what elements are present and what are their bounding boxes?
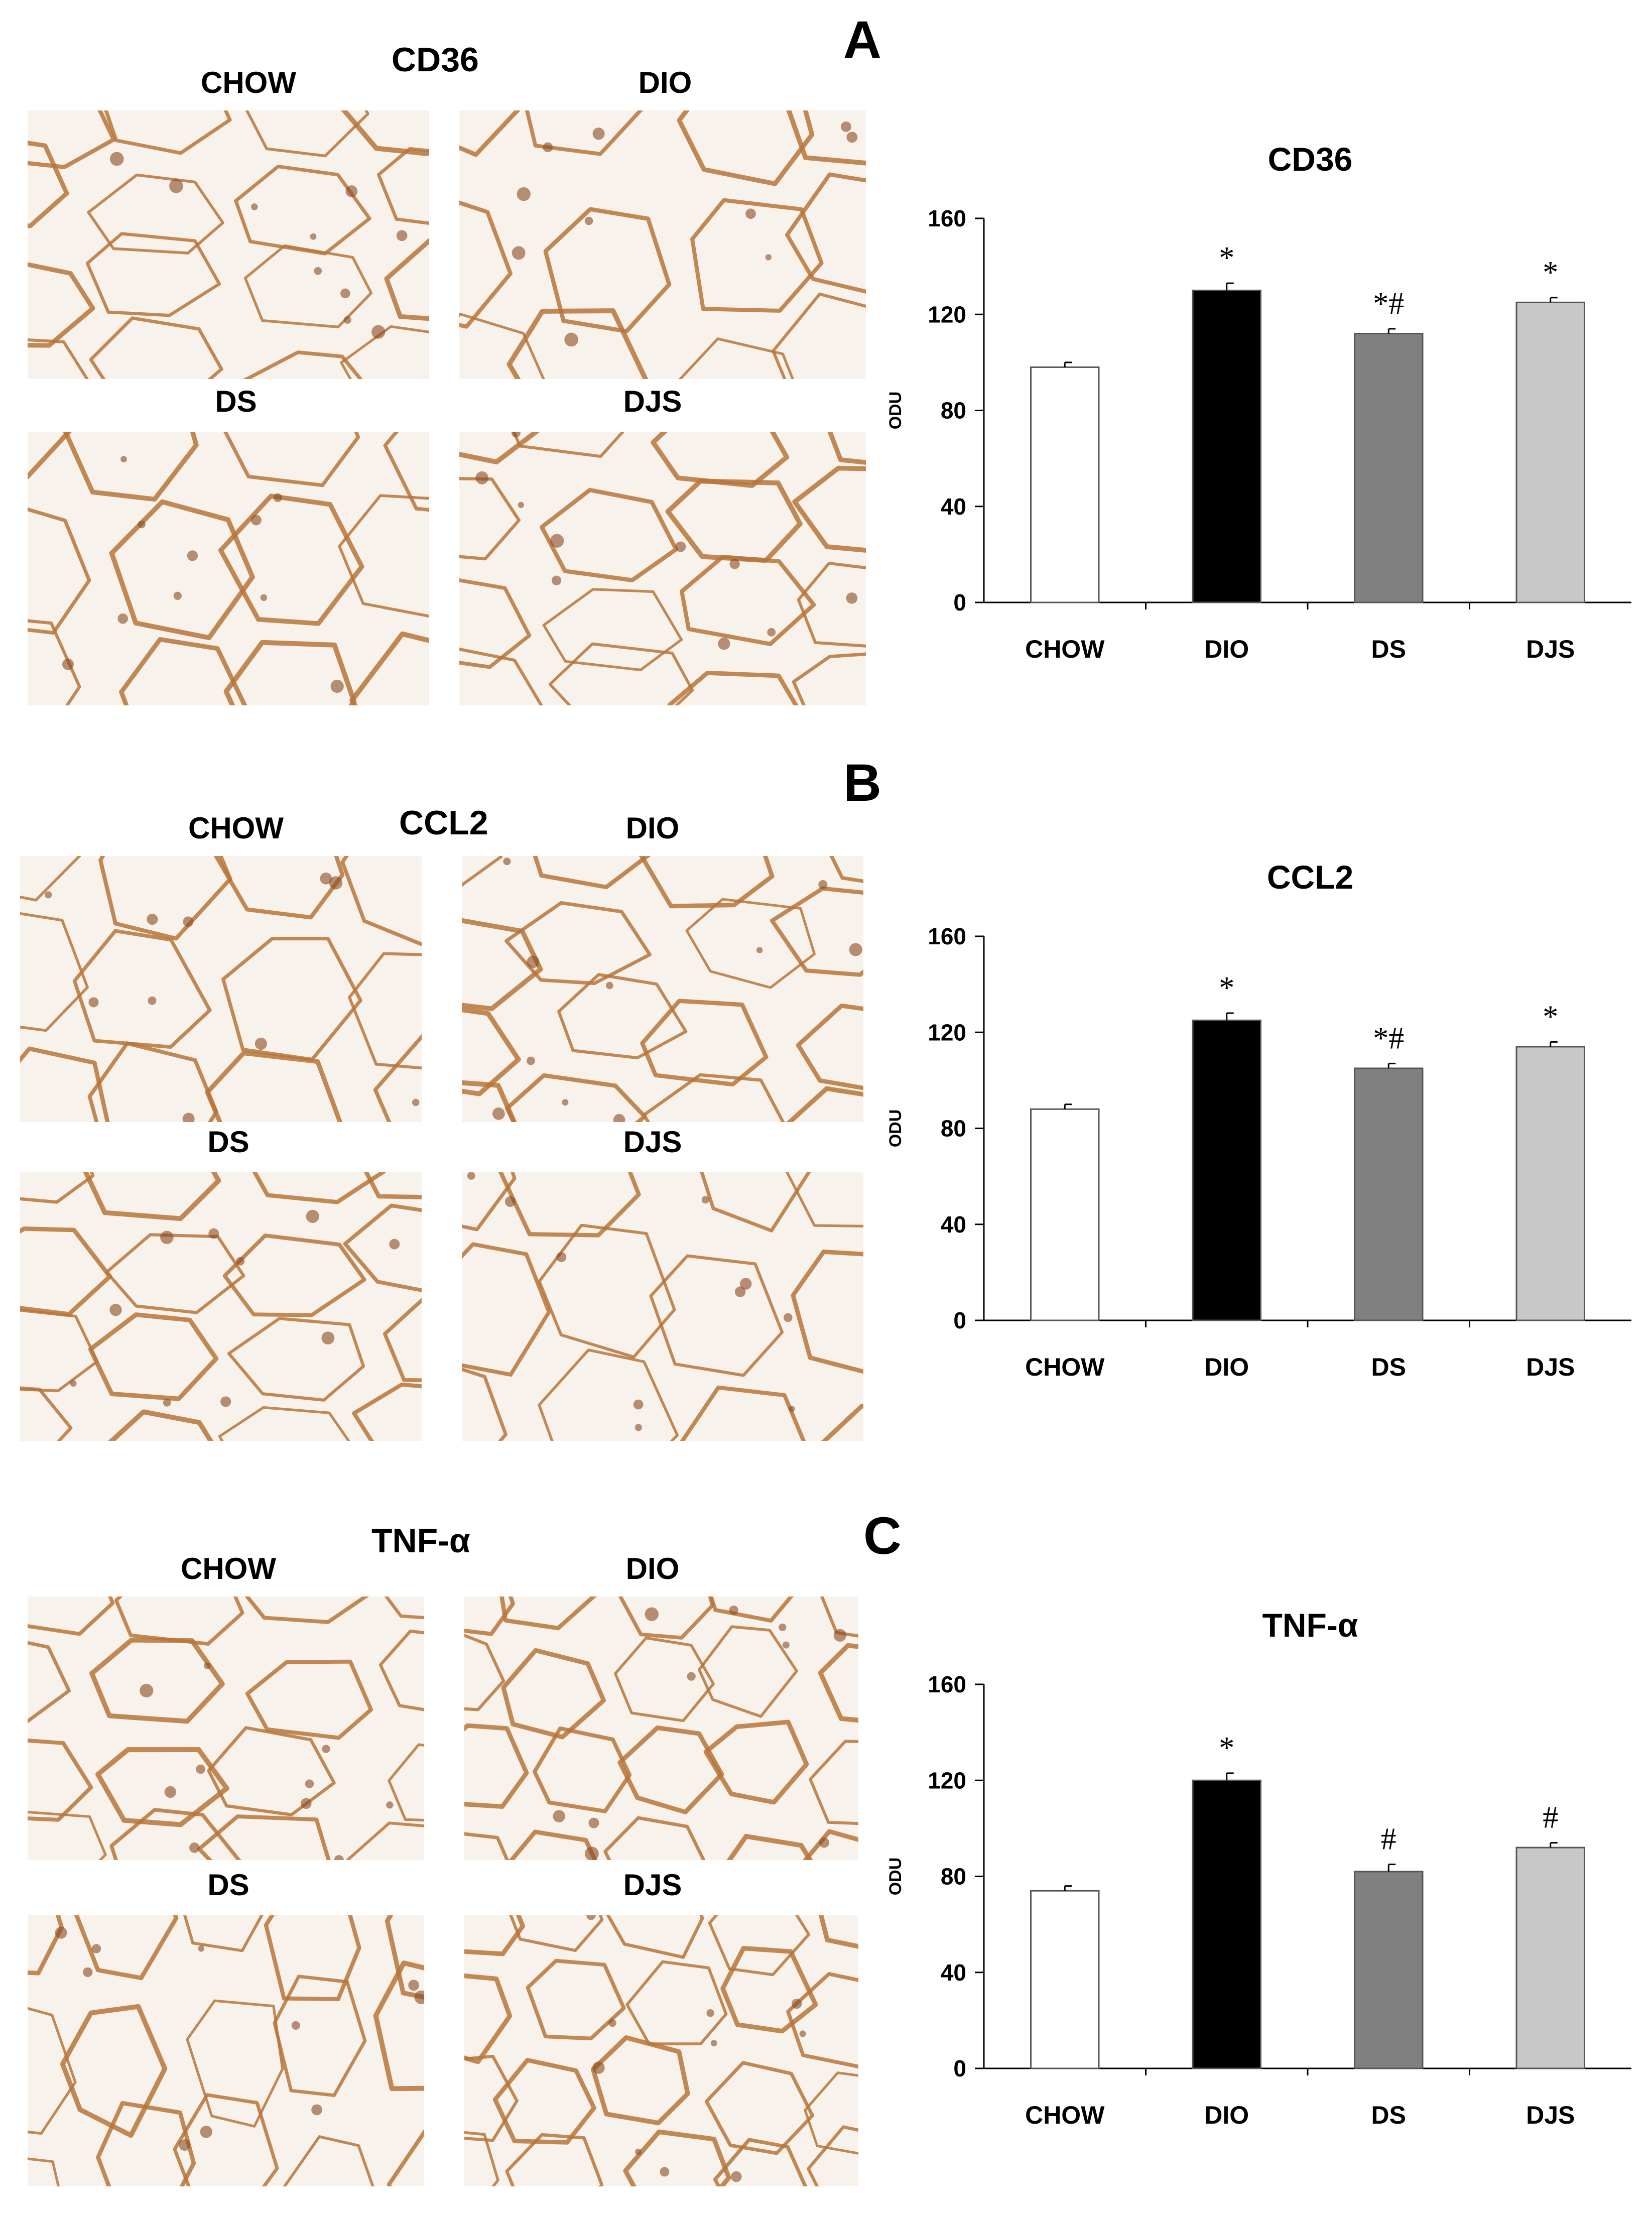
group-label: DJS: [623, 1868, 682, 1902]
chart-svg: CCL2 ODU 0 40 80 120 160 CHOW DIO * DS *# DJS *: [886, 858, 1631, 1381]
bar-ds: [1354, 1067, 1424, 1321]
bar-chart: TNF-α ODU 0 40 80 120 160 CHOW DIO * DS # DJS #: [848, 1586, 1652, 2139]
group-label: DIO: [625, 811, 680, 845]
significance-marker: *: [1219, 971, 1234, 1005]
group-label: DJS: [623, 1125, 682, 1159]
group-label: DS: [207, 1868, 249, 1902]
stain-title: CD36: [392, 41, 479, 79]
y-axis-label: ODU: [886, 392, 905, 430]
chart-title: TNF-α: [1262, 1607, 1358, 1644]
micrograph-djs: [464, 1915, 858, 2186]
group-label: CHOW: [181, 1552, 276, 1585]
significance-marker: #: [1543, 1801, 1558, 1835]
chart-svg: CD36 ODU 0 40 80 120 160 CHOW DIO * DS *# DJS *: [886, 141, 1631, 663]
y-tick-label: 120: [928, 1767, 966, 1793]
y-tick-label: 80: [941, 1116, 966, 1142]
y-axis-label: ODU: [886, 1858, 905, 1896]
bar-dio: [1192, 289, 1261, 603]
y-tick-label: 160: [928, 923, 966, 949]
y-tick-label: 0: [953, 2055, 966, 2081]
stain-title: TNF-α: [371, 1522, 470, 1560]
bar-djs: [1515, 1847, 1585, 2069]
significance-marker: *: [1543, 1000, 1558, 1034]
bar-djs: [1515, 301, 1585, 603]
micrograph-ds: [20, 1172, 422, 1441]
panel-c: C TNF-α CHOW DIO DS DJS TNF-α ODU 0 40 80 120…: [0, 1486, 1652, 2209]
group-label: CHOW: [188, 811, 284, 845]
bar-chow: [1030, 1890, 1100, 2069]
micrograph-dio: [464, 1596, 858, 1860]
bar-chart: CD36 ODU 0 40 80 120 160 CHOW DIO * DS *# DJS *: [848, 120, 1652, 673]
bar-chow: [1030, 366, 1100, 603]
significance-marker: *: [1219, 1731, 1234, 1765]
x-tick-label: DS: [1371, 635, 1406, 663]
x-tick-label: DJS: [1526, 2101, 1575, 2129]
x-tick-label: CHOW: [1025, 635, 1105, 663]
y-tick-label: 0: [953, 1307, 966, 1333]
chart-svg: TNF-α ODU 0 40 80 120 160 CHOW DIO * DS # DJS #: [886, 1607, 1631, 2129]
y-tick-label: 80: [941, 398, 966, 424]
x-tick-label: DJS: [1526, 1353, 1575, 1381]
y-tick-label: 40: [941, 1211, 966, 1238]
x-tick-label: DJS: [1526, 635, 1575, 663]
y-tick-label: 120: [928, 301, 966, 327]
chart-title: CD36: [1268, 141, 1353, 178]
panel-b: B CCL2 CHOW DIO DS DJS CCL2 ODU 0 40 80 120 16…: [0, 743, 1652, 1466]
bar-djs: [1515, 1046, 1585, 1321]
group-label: DIO: [625, 1552, 680, 1585]
x-tick-label: DS: [1371, 1353, 1406, 1381]
stain-title: CCL2: [399, 804, 488, 842]
y-tick-label: 80: [941, 1864, 966, 1890]
y-tick-label: 40: [941, 494, 966, 520]
x-tick-label: CHOW: [1025, 1353, 1105, 1381]
significance-marker: *#: [1373, 287, 1404, 321]
bar-chow: [1030, 1108, 1100, 1321]
panel-letter: A: [843, 11, 881, 69]
significance-marker: #: [1381, 1822, 1396, 1857]
significance-marker: *: [1543, 256, 1558, 290]
significance-marker: *: [1219, 241, 1234, 275]
group-label: DS: [207, 1125, 249, 1159]
panel-letter: B: [843, 754, 881, 812]
y-tick-label: 0: [953, 589, 966, 616]
y-tick-label: 160: [928, 205, 966, 231]
y-axis-label: ODU: [886, 1110, 905, 1148]
x-tick-label: DS: [1371, 2101, 1406, 2129]
micrograph-djs: [459, 432, 866, 705]
x-tick-label: DIO: [1204, 635, 1249, 663]
micrograph-dio: [462, 856, 863, 1122]
chart-title: CCL2: [1267, 858, 1353, 896]
micrograph-dio: [459, 110, 866, 379]
group-label: DJS: [623, 385, 682, 418]
micrograph-ds: [28, 432, 429, 705]
group-label: DIO: [638, 66, 692, 99]
significance-marker: *#: [1373, 1021, 1404, 1055]
micrograph-djs: [462, 1172, 863, 1441]
group-label: CHOW: [201, 66, 296, 99]
micrograph-chow: [28, 110, 429, 379]
y-tick-label: 160: [928, 1671, 966, 1697]
bar-ds: [1354, 1871, 1424, 2069]
y-tick-label: 120: [928, 1019, 966, 1045]
bar-chart: CCL2 ODU 0 40 80 120 160 CHOW DIO * DS *# DJS *: [848, 838, 1652, 1391]
y-tick-label: 40: [941, 1959, 966, 1986]
x-tick-label: DIO: [1204, 1353, 1249, 1381]
micrograph-chow: [20, 856, 422, 1122]
x-tick-label: CHOW: [1025, 2101, 1105, 2129]
x-tick-label: DIO: [1204, 2101, 1249, 2129]
bar-dio: [1192, 1779, 1261, 2069]
panel-letter: C: [863, 1507, 902, 1565]
bar-ds: [1354, 333, 1424, 603]
micrograph-chow: [28, 1596, 424, 1860]
micrograph-ds: [28, 1915, 424, 2186]
group-label: DS: [215, 385, 257, 418]
panel-a: A CD36 CHOW DIO DS DJS CD36 ODU 0 40 80 120 16…: [0, 0, 1652, 723]
bar-dio: [1192, 1019, 1261, 1321]
